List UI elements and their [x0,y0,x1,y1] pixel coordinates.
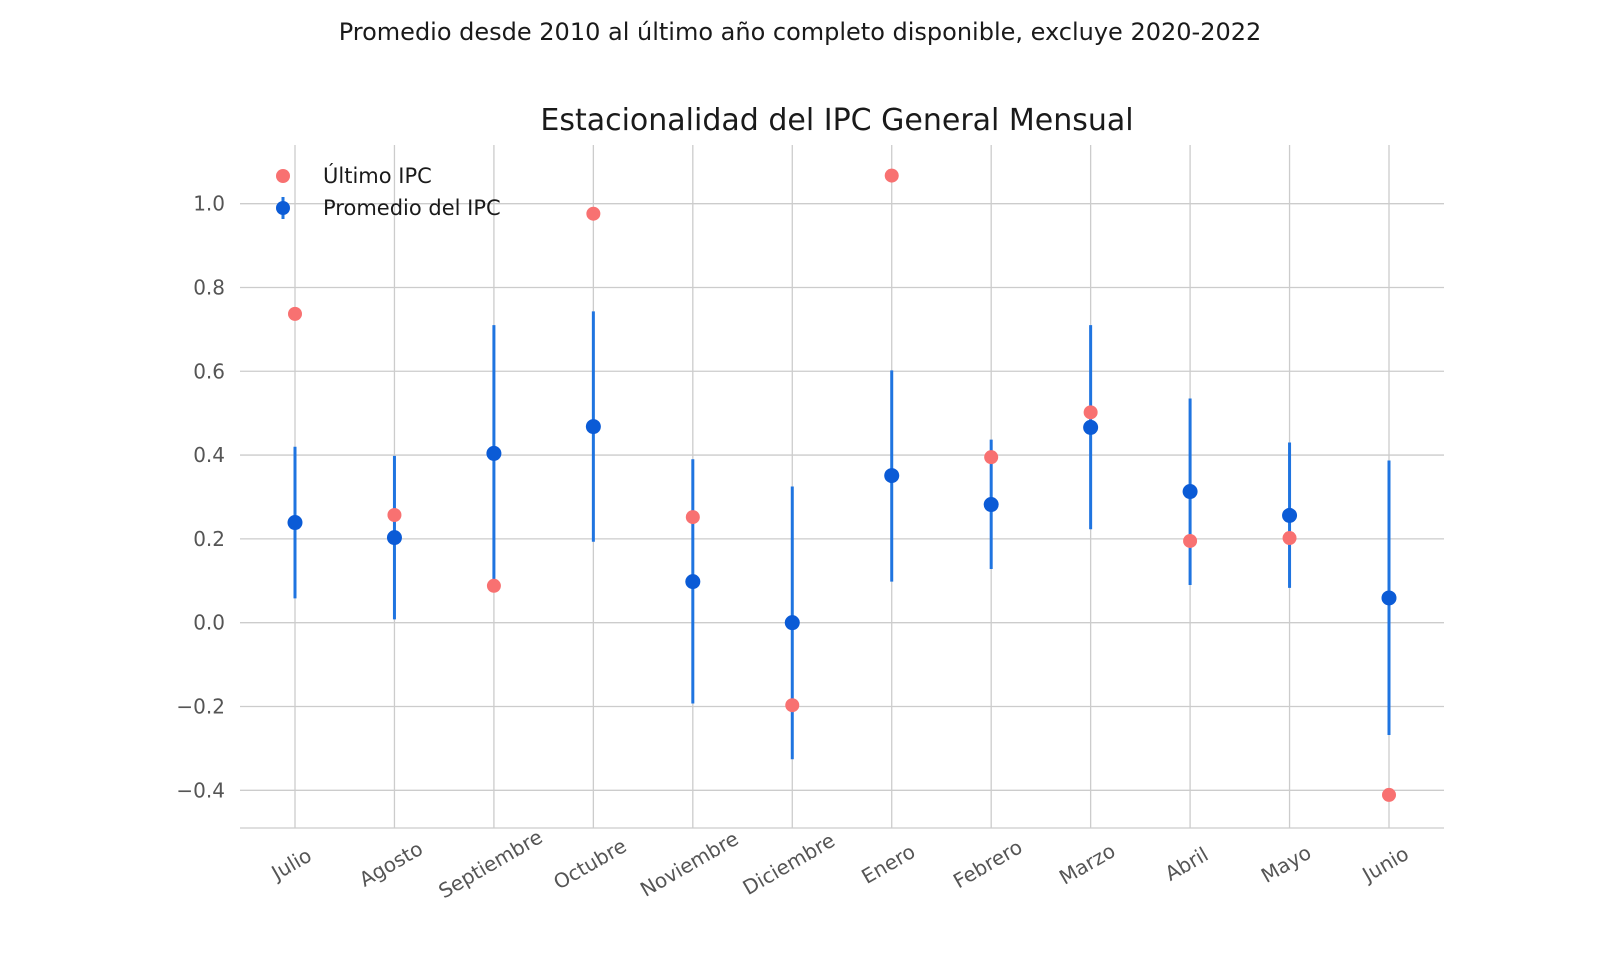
x-tick-label-enero: Enero [857,839,919,889]
x-tick-label-agosto: Agosto [355,836,427,891]
point-ultimo-ipc-junio [1382,787,1396,802]
point-promedio-ipc-octubre [585,419,601,435]
legend-label-promedio-ipc: Promedio del IPC [323,196,501,220]
y-tick-label: −0.4 [176,778,225,802]
point-promedio-ipc-febrero [983,497,999,513]
x-tick-label-diciembre: Diciembre [739,828,839,900]
x-tick-label-septiembre: Septiembre [434,825,546,904]
x-tick-label-noviembre: Noviembre [636,826,743,901]
x-tick-label-marzo: Marzo [1055,838,1119,889]
point-promedio-ipc-diciembre [784,615,800,631]
y-tick-label: 0.8 [193,275,225,299]
chart-suptitle: Promedio desde 2010 al último año comple… [339,18,1262,46]
chart-title: Estacionalidad del IPC General Mensual [540,103,1133,138]
point-ultimo-ipc-marzo [1083,405,1098,420]
point-ultimo-ipc-abril [1183,533,1198,548]
y-tick-label: 0.2 [193,527,225,551]
legend-marker-ultimo-ipc [276,169,290,183]
point-promedio-ipc-marzo [1083,419,1099,435]
errorbar-series [293,311,1391,760]
y-tick-label: 0.6 [193,359,225,383]
point-promedio-ipc-junio [1381,590,1397,606]
point-ultimo-ipc-septiembre [486,578,501,593]
x-tick-label-junio: Junio [1357,841,1413,887]
x-axis-ticks: Julio Agosto Septiembre Octubre NoviembreDic… [266,825,1413,904]
point-promedio-ipc-mayo [1282,507,1298,523]
point-ultimo-ipc-octubre [586,206,601,221]
legend-label-ultimo-ipc: Último IPC [323,163,432,188]
point-ultimo-ipc-julio [288,306,302,321]
grid-layer [240,145,1444,829]
point-ultimo-ipc-agosto [387,507,402,522]
point-promedio-ipc-julio [287,515,303,531]
point-ultimo-ipc-diciembre [785,698,800,713]
y-axis-ticks: −0.4 −0.2 0.0 0.2 0.4 0.6 0.8 1.0 [176,192,225,803]
y-tick-label: 0.4 [193,443,225,467]
legend: Último IPC Promedio del IPC [276,163,501,220]
point-ultimo-ipc-enero [884,168,899,183]
point-ultimo-ipc-mayo [1282,531,1297,546]
y-tick-label: 0.0 [193,611,225,635]
point-ultimo-ipc-febrero [984,450,999,465]
point-ultimo-ipc-noviembre [685,510,700,525]
point-promedio-ipc-septiembre [486,445,502,461]
x-tick-label-mayo: Mayo [1257,840,1315,888]
y-tick-label: −0.2 [176,694,225,718]
x-tick-label-octubre: Octubre [549,834,630,895]
x-tick-label-abril: Abril [1161,842,1213,886]
x-tick-label-febrero: Febrero [949,835,1026,894]
x-tick-label-julio: Julio [266,843,316,886]
point-series [287,168,1397,802]
point-promedio-ipc-enero [884,468,900,484]
y-tick-label: 1.0 [193,192,225,216]
point-promedio-ipc-agosto [386,530,402,546]
legend-marker-promedio-ipc [276,201,290,215]
point-promedio-ipc-noviembre [685,574,701,590]
point-promedio-ipc-abril [1182,484,1198,500]
